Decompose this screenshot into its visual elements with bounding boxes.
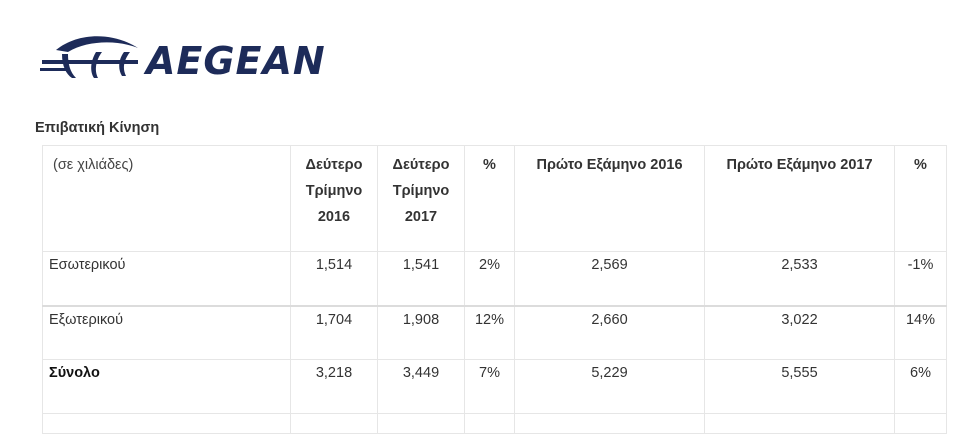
table-cell: 5,229	[514, 359, 705, 414]
table-cell: -1%	[894, 251, 947, 306]
table-cell: 3,449	[377, 359, 465, 414]
row-label-total: Σύνολο	[42, 359, 291, 414]
table-cell: 1,908	[377, 304, 465, 360]
table-cell: 3,022	[704, 304, 895, 360]
table-cell: 7%	[464, 359, 515, 414]
table-cell: 2%	[464, 251, 515, 306]
table-row-total: Σύνολο 3,218 3,449 7% 5,229 5,555 6%	[42, 359, 947, 414]
table-cell: 6%	[894, 359, 947, 414]
row-label: Εξωτερικού	[42, 304, 291, 360]
table-cell: 1,514	[290, 251, 378, 306]
table-cell: 2,569	[514, 251, 705, 306]
aegean-wing-icon	[40, 36, 138, 78]
header-cell-pct-half: %	[894, 145, 947, 252]
header-cell-h1-2016: Πρώτο Εξάμηνο 2016	[514, 145, 705, 252]
header-cell-pct-quarter: %	[464, 145, 515, 252]
header-cell-q2-2016: Δεύτερο Τρίμηνο 2016	[290, 145, 378, 252]
table-cell: 1,704	[290, 304, 378, 360]
table-cell: 5,555	[704, 359, 895, 414]
table-cell: 2,533	[704, 251, 895, 306]
brand-wordmark: AEGEAN	[146, 39, 326, 83]
section-title: Επιβατική Κίνηση	[35, 120, 160, 136]
passenger-traffic-table: (σε χιλιάδες) Δεύτερο Τρίμηνο 2016 Δεύτε…	[42, 145, 947, 434]
table-cell: 3,218	[290, 359, 378, 414]
row-label: Εσωτερικού	[42, 251, 291, 306]
table-cell: 14%	[894, 304, 947, 360]
table-spacer-row	[42, 413, 947, 434]
table-row: Εσωτερικού 1,514 1,541 2% 2,569 2,533 -1…	[42, 251, 947, 306]
table-cell: 12%	[464, 304, 515, 360]
table-cell: 1,541	[377, 251, 465, 306]
header-cell-unit: (σε χιλιάδες)	[42, 145, 291, 252]
table-row: Εξωτερικού 1,704 1,908 12% 2,660 3,022 1…	[42, 304, 947, 360]
aegean-logo: AEGEAN	[38, 30, 338, 86]
header-cell-q2-2017: Δεύτερο Τρίμηνο 2017	[377, 145, 465, 252]
table-cell: 2,660	[514, 304, 705, 360]
header-cell-h1-2017: Πρώτο Εξάμηνο 2017	[704, 145, 895, 252]
table-header-row: (σε χιλιάδες) Δεύτερο Τρίμηνο 2016 Δεύτε…	[42, 145, 947, 252]
